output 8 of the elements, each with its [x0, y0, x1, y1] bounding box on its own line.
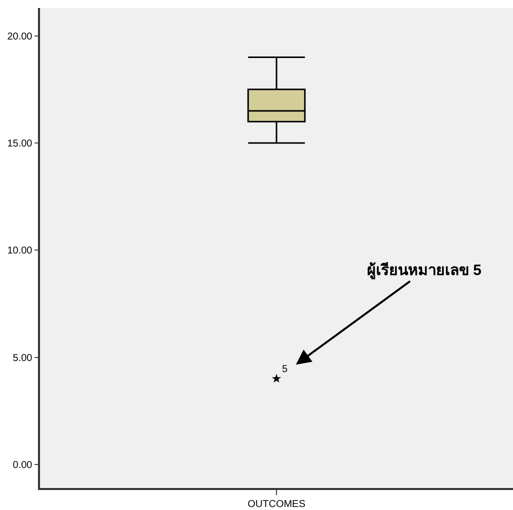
y-tick-label: 0.00: [12, 460, 33, 471]
y-tick-label: 15.00: [7, 138, 33, 150]
y-tick-label: 20.00: [7, 31, 33, 42]
y-tick-label: 10.00: [7, 246, 33, 257]
annotation: ผู้เรียนหมายเลข 5: [367, 262, 482, 280]
annotation: 5: [282, 364, 288, 375]
y-tick-label: 5.00: [12, 352, 33, 364]
x-tick-label: OUTCOMES: [248, 498, 306, 510]
